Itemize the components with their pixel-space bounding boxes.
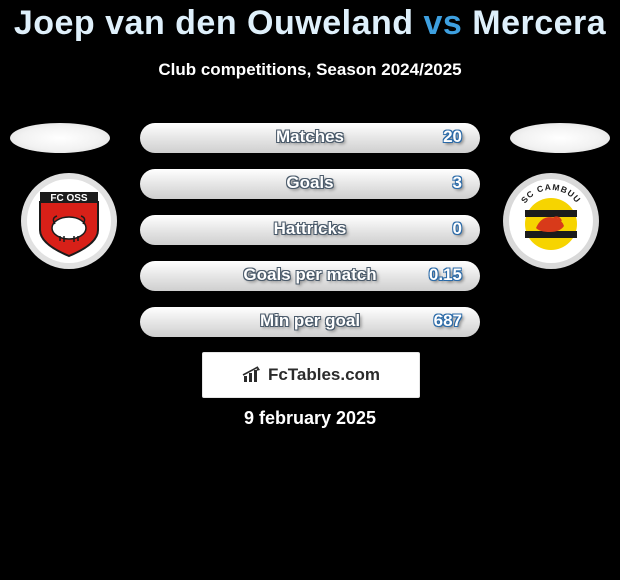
stat-value: 20 — [443, 127, 462, 147]
date-stamp: 9 february 2025 — [0, 408, 620, 429]
stat-label: Min per goal — [140, 311, 480, 331]
stat-value: 0.15 — [429, 265, 462, 285]
stat-label: Goals — [140, 173, 480, 193]
player-b-club-badge: SC CAMBUU — [502, 172, 600, 270]
page-title: Joep van den Ouweland vs Mercera — [0, 4, 620, 43]
stat-bar: Min per goal 687 — [140, 307, 480, 337]
bar-chart-icon — [242, 366, 264, 384]
stat-value: 0 — [453, 219, 462, 239]
sc-cambuur-badge-icon: SC CAMBUU — [502, 172, 600, 270]
player-a-name: Joep van den Ouweland — [14, 4, 414, 42]
fc-oss-badge-icon: FC OSS — [20, 172, 118, 270]
player-a-avatar-placeholder — [10, 123, 110, 153]
stat-value: 3 — [453, 173, 462, 193]
brand-text: FcTables.com — [268, 365, 380, 385]
brand-watermark: FcTables.com — [202, 352, 420, 398]
stat-label: Matches — [140, 127, 480, 147]
player-a-club-badge: FC OSS — [20, 172, 118, 270]
stat-label: Hattricks — [140, 219, 480, 239]
stat-value: 687 — [434, 311, 462, 331]
stat-bars: Matches 20 Goals 3 Hattricks 0 Goals per… — [140, 123, 480, 353]
stat-bar: Hattricks 0 — [140, 215, 480, 245]
stat-bar: Goals 3 — [140, 169, 480, 199]
stat-bar: Matches 20 — [140, 123, 480, 153]
stat-bar: Goals per match 0.15 — [140, 261, 480, 291]
subtitle: Club competitions, Season 2024/2025 — [0, 60, 620, 80]
player-b-name: Mercera — [472, 4, 606, 42]
player-b-avatar-placeholder — [510, 123, 610, 153]
comparison-infographic: Joep van den Ouweland vs Mercera Club co… — [0, 0, 620, 580]
vs-separator: vs — [414, 4, 473, 42]
